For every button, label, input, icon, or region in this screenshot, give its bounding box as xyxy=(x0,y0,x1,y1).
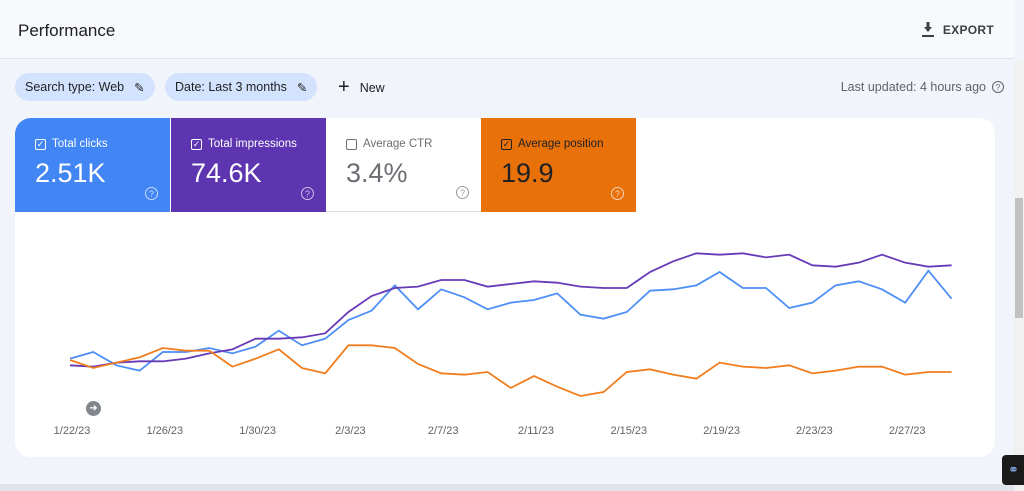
edit-pencil-icon: ✎ xyxy=(134,80,145,95)
x-tick-label: 2/23/23 xyxy=(796,425,833,437)
metric-value: 3.4% xyxy=(346,158,408,188)
checkbox-checked-icon[interactable]: ✓ xyxy=(501,138,512,150)
help-icon[interactable]: ? xyxy=(611,187,624,200)
metric-label: Total impressions xyxy=(208,138,297,150)
plus-icon: + xyxy=(338,76,350,98)
date-filter-chip[interactable]: Date: Last 3 months ✎ xyxy=(165,73,318,101)
metric-value: 19.9 xyxy=(501,158,554,188)
x-tick-label: 2/11/23 xyxy=(518,425,554,437)
checkbox-checked-icon[interactable]: ✓ xyxy=(191,138,202,150)
metric-average-ctr[interactable]: Average CTR 3.4% ? xyxy=(326,118,481,212)
x-tick-label: 2/3/23 xyxy=(335,425,366,437)
new-label: New xyxy=(359,80,385,95)
metric-value: 2.51K xyxy=(35,158,106,188)
search-type-filter-chip[interactable]: Search type: Web ✎ xyxy=(15,73,155,101)
x-tick-label: 1/30/23 xyxy=(239,425,276,437)
edit-pencil-icon: ✎ xyxy=(296,80,308,95)
last-updated-text: Last updated: 4 hours ago xyxy=(840,80,986,94)
metric-total-impressions[interactable]: ✓ Total impressions 74.6K ? xyxy=(171,118,326,212)
new-filter-button[interactable]: + New xyxy=(338,76,385,99)
series-line-average-position xyxy=(69,344,952,397)
series-line-total-clicks xyxy=(69,269,953,372)
metric-total-clicks[interactable]: ✓ Total clicks 2.51K ? xyxy=(15,118,170,212)
metric-label: Total clicks xyxy=(52,138,108,150)
help-icon[interactable]: ? xyxy=(992,81,1004,93)
header: Performance EXPORT xyxy=(0,0,1014,59)
date-label: Date: Last 3 months xyxy=(175,80,287,94)
metric-label: Average CTR xyxy=(363,138,433,150)
x-tick-label: 2/27/23 xyxy=(888,425,926,437)
help-icon[interactable]: ? xyxy=(301,187,314,200)
download-icon xyxy=(921,22,934,37)
help-icon[interactable]: ? xyxy=(456,186,469,199)
annotation-arrow-icon[interactable]: ➜ xyxy=(86,401,101,416)
export-label: EXPORT xyxy=(942,23,994,37)
export-button[interactable]: EXPORT xyxy=(921,22,994,38)
bottom-bar xyxy=(0,484,1014,491)
checkbox-checked-icon[interactable]: ✓ xyxy=(35,138,46,150)
metric-average-position[interactable]: ✓ Average position 19.9 ? xyxy=(481,118,636,212)
metric-label: Average position xyxy=(518,138,604,150)
search-type-label: Search type: Web xyxy=(25,80,125,94)
link-widget-icon[interactable]: ⚭ xyxy=(1002,455,1024,485)
metric-value: 74.6K xyxy=(191,158,262,188)
x-tick-label: 2/7/23 xyxy=(427,425,459,437)
checkbox-unchecked-icon[interactable] xyxy=(346,138,357,150)
x-tick-label: 2/15/23 xyxy=(610,425,648,437)
scrollbar[interactable] xyxy=(1014,60,1024,491)
x-tick-label: 1/26/23 xyxy=(146,425,184,437)
x-tick-label: 2/19/23 xyxy=(703,425,740,437)
scrollbar-thumb[interactable] xyxy=(1015,198,1023,318)
x-tick-label: 1/22/23 xyxy=(53,425,91,437)
page-title: Performance xyxy=(18,21,116,40)
series-line-total-impressions xyxy=(69,252,952,368)
last-updated: Last updated: 4 hours ago ? xyxy=(841,80,1004,94)
help-icon[interactable]: ? xyxy=(145,187,158,200)
